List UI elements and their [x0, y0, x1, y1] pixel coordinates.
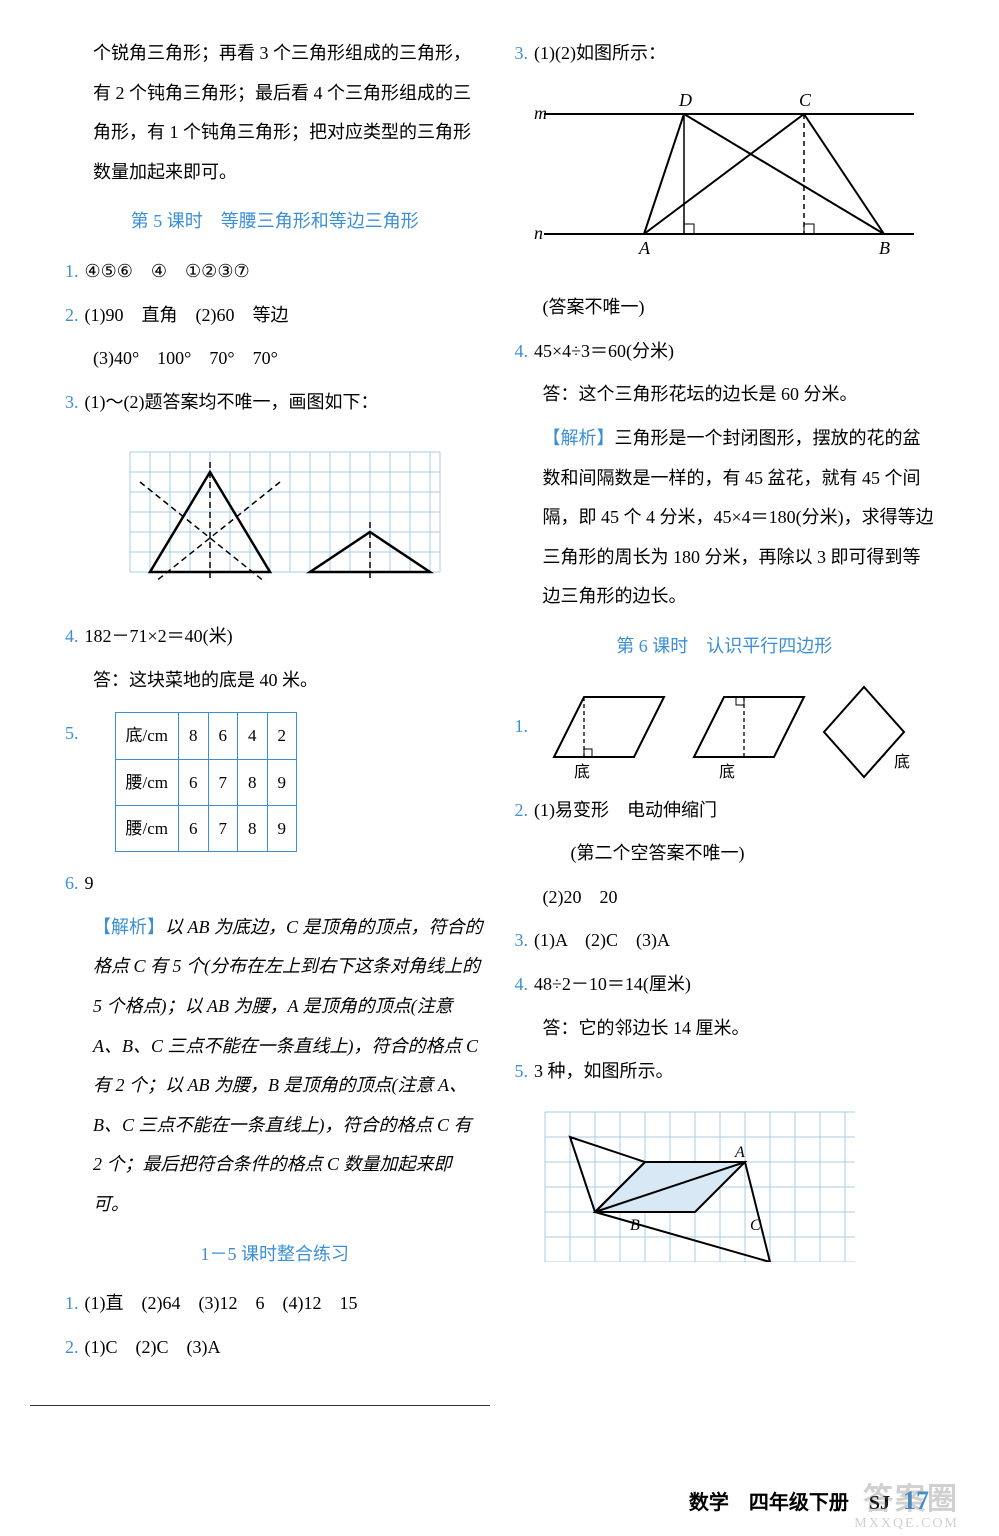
svg-text:底: 底 — [719, 763, 735, 781]
right-q1-num: 1. — [515, 707, 529, 747]
analysis-label: 【解析】 — [93, 917, 165, 937]
left-q2a: 2.(1)90 直角 (2)60 等边 — [65, 296, 485, 336]
section-integration-title: 1－5 课时整合练习 — [65, 1235, 485, 1275]
right-q4d: 答：它的邻边长 14 厘米。 — [515, 1009, 935, 1049]
watermark: 答案圈 — [863, 1474, 959, 1518]
left-q1: 1.④⑤⑥ ④ ①②③⑦ — [65, 252, 485, 292]
left-column: 个锐角三角形；再看 3 个三角形组成的三角形，有 2 个钝角三角形；最后看 4 … — [50, 30, 500, 1371]
svg-text:底: 底 — [574, 763, 590, 781]
left-q5: 5. 底/cm8642 腰/cm6789 腰/cm6789 — [65, 704, 485, 860]
right-q5-figure: A B C — [515, 1102, 935, 1277]
svg-text:C: C — [750, 1217, 761, 1234]
int-q2-text: (1)C (2)C (3)A — [85, 1337, 221, 1357]
left-q6-ans: 9 — [85, 873, 94, 893]
right-q4b: 答：这个三角形花坛的边长是 60 分米。 — [515, 375, 935, 415]
right-q4c: 4.48÷2－10＝14(厘米) — [515, 965, 935, 1005]
section6-title: 第 6 课时 认识平行四边形 — [515, 627, 935, 667]
left-q3-figure — [65, 432, 485, 607]
int-q2: 2.(1)C (2)C (3)A — [65, 1328, 485, 1368]
left-q2b: (3)40° 100° 70° 70° — [65, 339, 485, 379]
right-q3-note: (答案不唯一) — [515, 288, 935, 328]
right-q2a: 2.(1)易变形 电动伸缩门 — [515, 791, 935, 831]
right-q5-text: 3 种，如图所示。 — [534, 1061, 674, 1081]
separator-line — [30, 1405, 490, 1406]
svg-text:底: 底 — [894, 753, 910, 771]
svg-text:B: B — [879, 238, 890, 258]
right-q1-row: 1. 底 底 底 — [515, 677, 935, 787]
right-q4a: 4.45×4÷3＝60(分米) — [515, 332, 935, 372]
svg-text:n: n — [534, 223, 543, 243]
left-q6: 6.9 — [65, 864, 485, 904]
svg-text:m: m — [534, 103, 547, 123]
left-q6-analysis: 【解析】以 AB 为底边，C 是顶角的顶点，符合的格点 C 有 5 个(分布在左… — [65, 908, 485, 1225]
svg-text:B: B — [630, 1217, 640, 1234]
right-q3-text: (1)(2)如图所示： — [534, 43, 666, 63]
right-q3-figure: m n D C A B — [515, 84, 935, 279]
right-q2a-text: (1)易变形 电动伸缩门 — [534, 800, 717, 820]
left-q2a-ans: (1)90 直角 (2)60 等边 — [85, 305, 289, 325]
svg-text:A: A — [638, 238, 651, 258]
right-q3b-text: (1)A (2)C (3)A — [534, 930, 670, 950]
right-q3b: 3.(1)A (2)C (3)A — [515, 921, 935, 961]
left-q4b: 答：这块菜地的底是 40 米。 — [65, 661, 485, 701]
left-q1-ans: ④⑤⑥ ④ ①②③⑦ — [85, 261, 250, 281]
svg-text:D: D — [678, 90, 692, 110]
left-q4a-text: 182－71×2＝40(米) — [85, 626, 233, 646]
svg-text:A: A — [734, 1144, 745, 1161]
int-q1-text: (1)直 (2)64 (3)12 6 (4)12 15 — [85, 1293, 358, 1313]
right-q3: 3.(1)(2)如图所示： — [515, 34, 935, 74]
right-q4-analysis-text: 三角形是一个封闭图形，摆放的花的盆数和间隔数是一样的，有 45 盆花，就有 45… — [543, 428, 934, 606]
left-q3-text: (1)～(2)题答案均不唯一，画图如下： — [85, 392, 379, 412]
parallelogram-figure: 底 底 底 — [534, 677, 934, 787]
table5: 底/cm8642 腰/cm6789 腰/cm6789 — [115, 712, 298, 852]
right-q4-analysis: 【解析】三角形是一个封闭图形，摆放的花的盆数和间隔数是一样的，有 45 盆花，就… — [515, 419, 935, 617]
right-column: 3.(1)(2)如图所示： m n D C A B — [500, 30, 950, 1371]
right-q5: 5.3 种，如图所示。 — [515, 1052, 935, 1092]
right-q4a-text: 45×4÷3＝60(分米) — [534, 341, 674, 361]
left-q6-analysis-text: 以 AB 为底边，C 是顶角的顶点，符合的格点 C 有 5 个(分布在左上到右下… — [93, 917, 483, 1214]
section5-title: 第 5 课时 等腰三角形和等边三角形 — [65, 202, 485, 242]
intro-text: 个锐角三角形；再看 3 个三角形组成的三角形，有 2 个钝角三角形；最后看 4 … — [65, 34, 485, 192]
int-q1: 1.(1)直 (2)64 (3)12 6 (4)12 15 — [65, 1284, 485, 1324]
footer-subject: 数学 四年级下册 SJ — [689, 1492, 890, 1514]
right-q2a-note: (第二个空答案不唯一) — [515, 834, 935, 874]
right-q2b: (2)20 20 — [515, 878, 935, 918]
analysis-label-r: 【解析】 — [543, 428, 615, 448]
watermark-url: MXXQE.COM — [854, 1516, 959, 1532]
left-q4a: 4.182－71×2＝40(米) — [65, 617, 485, 657]
page-footer: 数学 四年级下册 SJ 17 — [0, 1486, 999, 1516]
svg-text:C: C — [799, 90, 812, 110]
left-q3: 3.(1)～(2)题答案均不唯一，画图如下： — [65, 383, 485, 423]
right-q4c-text: 48÷2－10＝14(厘米) — [534, 974, 691, 994]
